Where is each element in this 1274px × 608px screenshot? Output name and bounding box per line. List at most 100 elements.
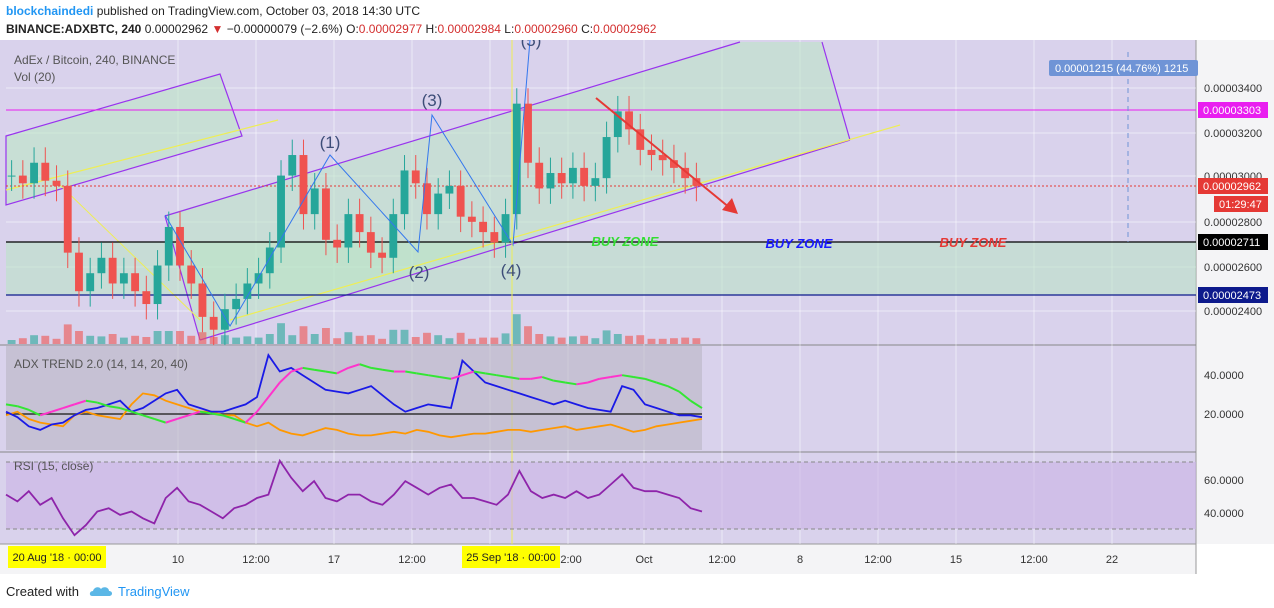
x-tick-label-0: 10 <box>172 554 184 566</box>
volume-bar <box>479 337 488 344</box>
candle-body <box>198 283 207 317</box>
volume-bar <box>411 337 420 344</box>
candle-body <box>153 265 162 305</box>
close-value: 0.00002962 <box>593 22 657 36</box>
adx-line-segment <box>405 370 417 375</box>
open-label: O: <box>346 22 359 36</box>
adx-line-segment <box>279 370 292 384</box>
x-tick-label-2: 17 <box>328 554 340 566</box>
adx-line-segment <box>450 374 463 380</box>
volume-bar <box>41 335 50 344</box>
upper-channel-box <box>5 73 243 206</box>
candle-body <box>613 111 622 138</box>
candle-body <box>86 273 95 292</box>
main-channel-fill <box>165 42 850 340</box>
high-value: 0.00002984 <box>437 22 501 36</box>
publish-info: published on TradingView.com, October 03… <box>96 4 421 18</box>
y-tick-label-4: 0.00002600 <box>1204 262 1262 274</box>
adx-line-segment <box>28 408 41 417</box>
down-arrow-icon: ▼ <box>211 22 224 36</box>
volume-bar <box>198 332 207 344</box>
x-start-label-box <box>8 546 106 568</box>
adx-line-segment <box>347 363 361 369</box>
candle-body <box>647 149 656 156</box>
adx-line-segment <box>290 366 303 373</box>
rsi-band-fill <box>6 462 1196 529</box>
volume-bar <box>670 338 678 344</box>
x-tick-label-6: 12:00 <box>708 554 736 566</box>
price-chart[interactable]: (1) (2) (3) (4) (5) BUY ZONE BUY ZONE BU… <box>0 40 1274 574</box>
candle-body <box>187 265 196 284</box>
adx-line-segment <box>222 414 235 420</box>
rsi-tick-40: 40.0000 <box>1204 508 1244 520</box>
candle-body <box>423 183 431 215</box>
volume-bar <box>7 340 16 344</box>
candle-body <box>243 283 252 299</box>
time-axis-background <box>0 544 1196 574</box>
author-link[interactable]: blockchaindedi <box>6 4 94 18</box>
y-tick-label-3: 0.00002800 <box>1204 217 1262 229</box>
tradingview-link[interactable]: TradingView <box>118 584 190 599</box>
adx-label: ADX TREND 2.0 (14, 14, 20, 40) <box>14 357 188 371</box>
candle-body <box>546 173 555 189</box>
adx-tick-40: 40.0000 <box>1204 370 1244 382</box>
x-start-label: 20 Aug '18 · 00:00 <box>13 552 102 564</box>
adx-line-segment <box>336 366 349 375</box>
tradingview-logo-icon <box>89 587 112 596</box>
adx-line-segment <box>62 403 75 409</box>
adx-line-segment <box>633 376 646 380</box>
price-change: −0.00000079 (−2.6%) <box>226 22 343 36</box>
symbol-label: BINANCE:ADXBTC, 240 <box>6 22 142 36</box>
open-value: 0.00002977 <box>358 22 423 36</box>
volume-bar <box>681 337 690 344</box>
zone-bottom-price-label: 0.00002473 <box>1203 290 1261 302</box>
candle-body <box>108 257 117 284</box>
channel-right-line <box>821 41 851 141</box>
adx-line-segment <box>530 376 543 380</box>
candle-body <box>400 170 409 215</box>
support-trend-line <box>229 124 901 321</box>
volume-bar <box>423 332 431 344</box>
wave-label-4: (4) <box>501 261 522 280</box>
countdown-box <box>1214 196 1268 212</box>
candle-body <box>232 298 241 310</box>
adx-line-segment <box>131 410 144 417</box>
candle-body <box>310 188 319 215</box>
candle-body <box>142 291 151 305</box>
volume-bar <box>467 338 476 344</box>
adx-line-segment <box>541 376 554 382</box>
candle-body <box>265 247 274 274</box>
adx-line-segment <box>621 374 634 379</box>
adx-line-segment <box>17 405 30 411</box>
x-tick-label-9: 15 <box>950 554 962 566</box>
candle-body <box>277 175 285 248</box>
candle-body <box>333 239 342 248</box>
adx-line-segment <box>462 370 475 377</box>
candle-body <box>568 167 577 184</box>
wave-label-1: (1) <box>320 133 341 152</box>
footer: Created with TradingView <box>0 574 1274 608</box>
adx-line-segment <box>142 414 155 420</box>
upper-trend-line <box>5 119 279 191</box>
wave-label-3: (3) <box>422 91 443 110</box>
adx-line-segment <box>154 418 167 424</box>
candle-body <box>456 185 465 217</box>
adx-line-segment <box>188 410 201 417</box>
resistance-price-label: 0.00003303 <box>1203 105 1261 117</box>
volume-bar <box>456 332 465 344</box>
adx-line-segment <box>199 410 212 415</box>
volume-bar <box>153 331 162 344</box>
indicator-lines <box>5 353 703 537</box>
candle-body <box>119 273 128 284</box>
x-tick-label-4: 12:00 <box>554 554 582 566</box>
adx-line-segment <box>244 410 258 424</box>
adx-pane <box>6 346 702 450</box>
candle-body <box>378 252 386 258</box>
di-minus-line <box>5 353 703 431</box>
candle-body <box>625 111 633 130</box>
measure-label-box <box>1049 60 1198 76</box>
volume-bar <box>243 336 252 344</box>
adx-line-segment <box>5 403 18 408</box>
volume-bar <box>63 324 72 344</box>
adx-line-segment <box>587 377 600 384</box>
